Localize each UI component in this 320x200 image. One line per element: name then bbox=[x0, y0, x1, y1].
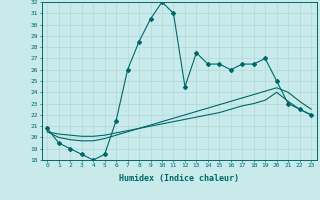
X-axis label: Humidex (Indice chaleur): Humidex (Indice chaleur) bbox=[119, 174, 239, 183]
